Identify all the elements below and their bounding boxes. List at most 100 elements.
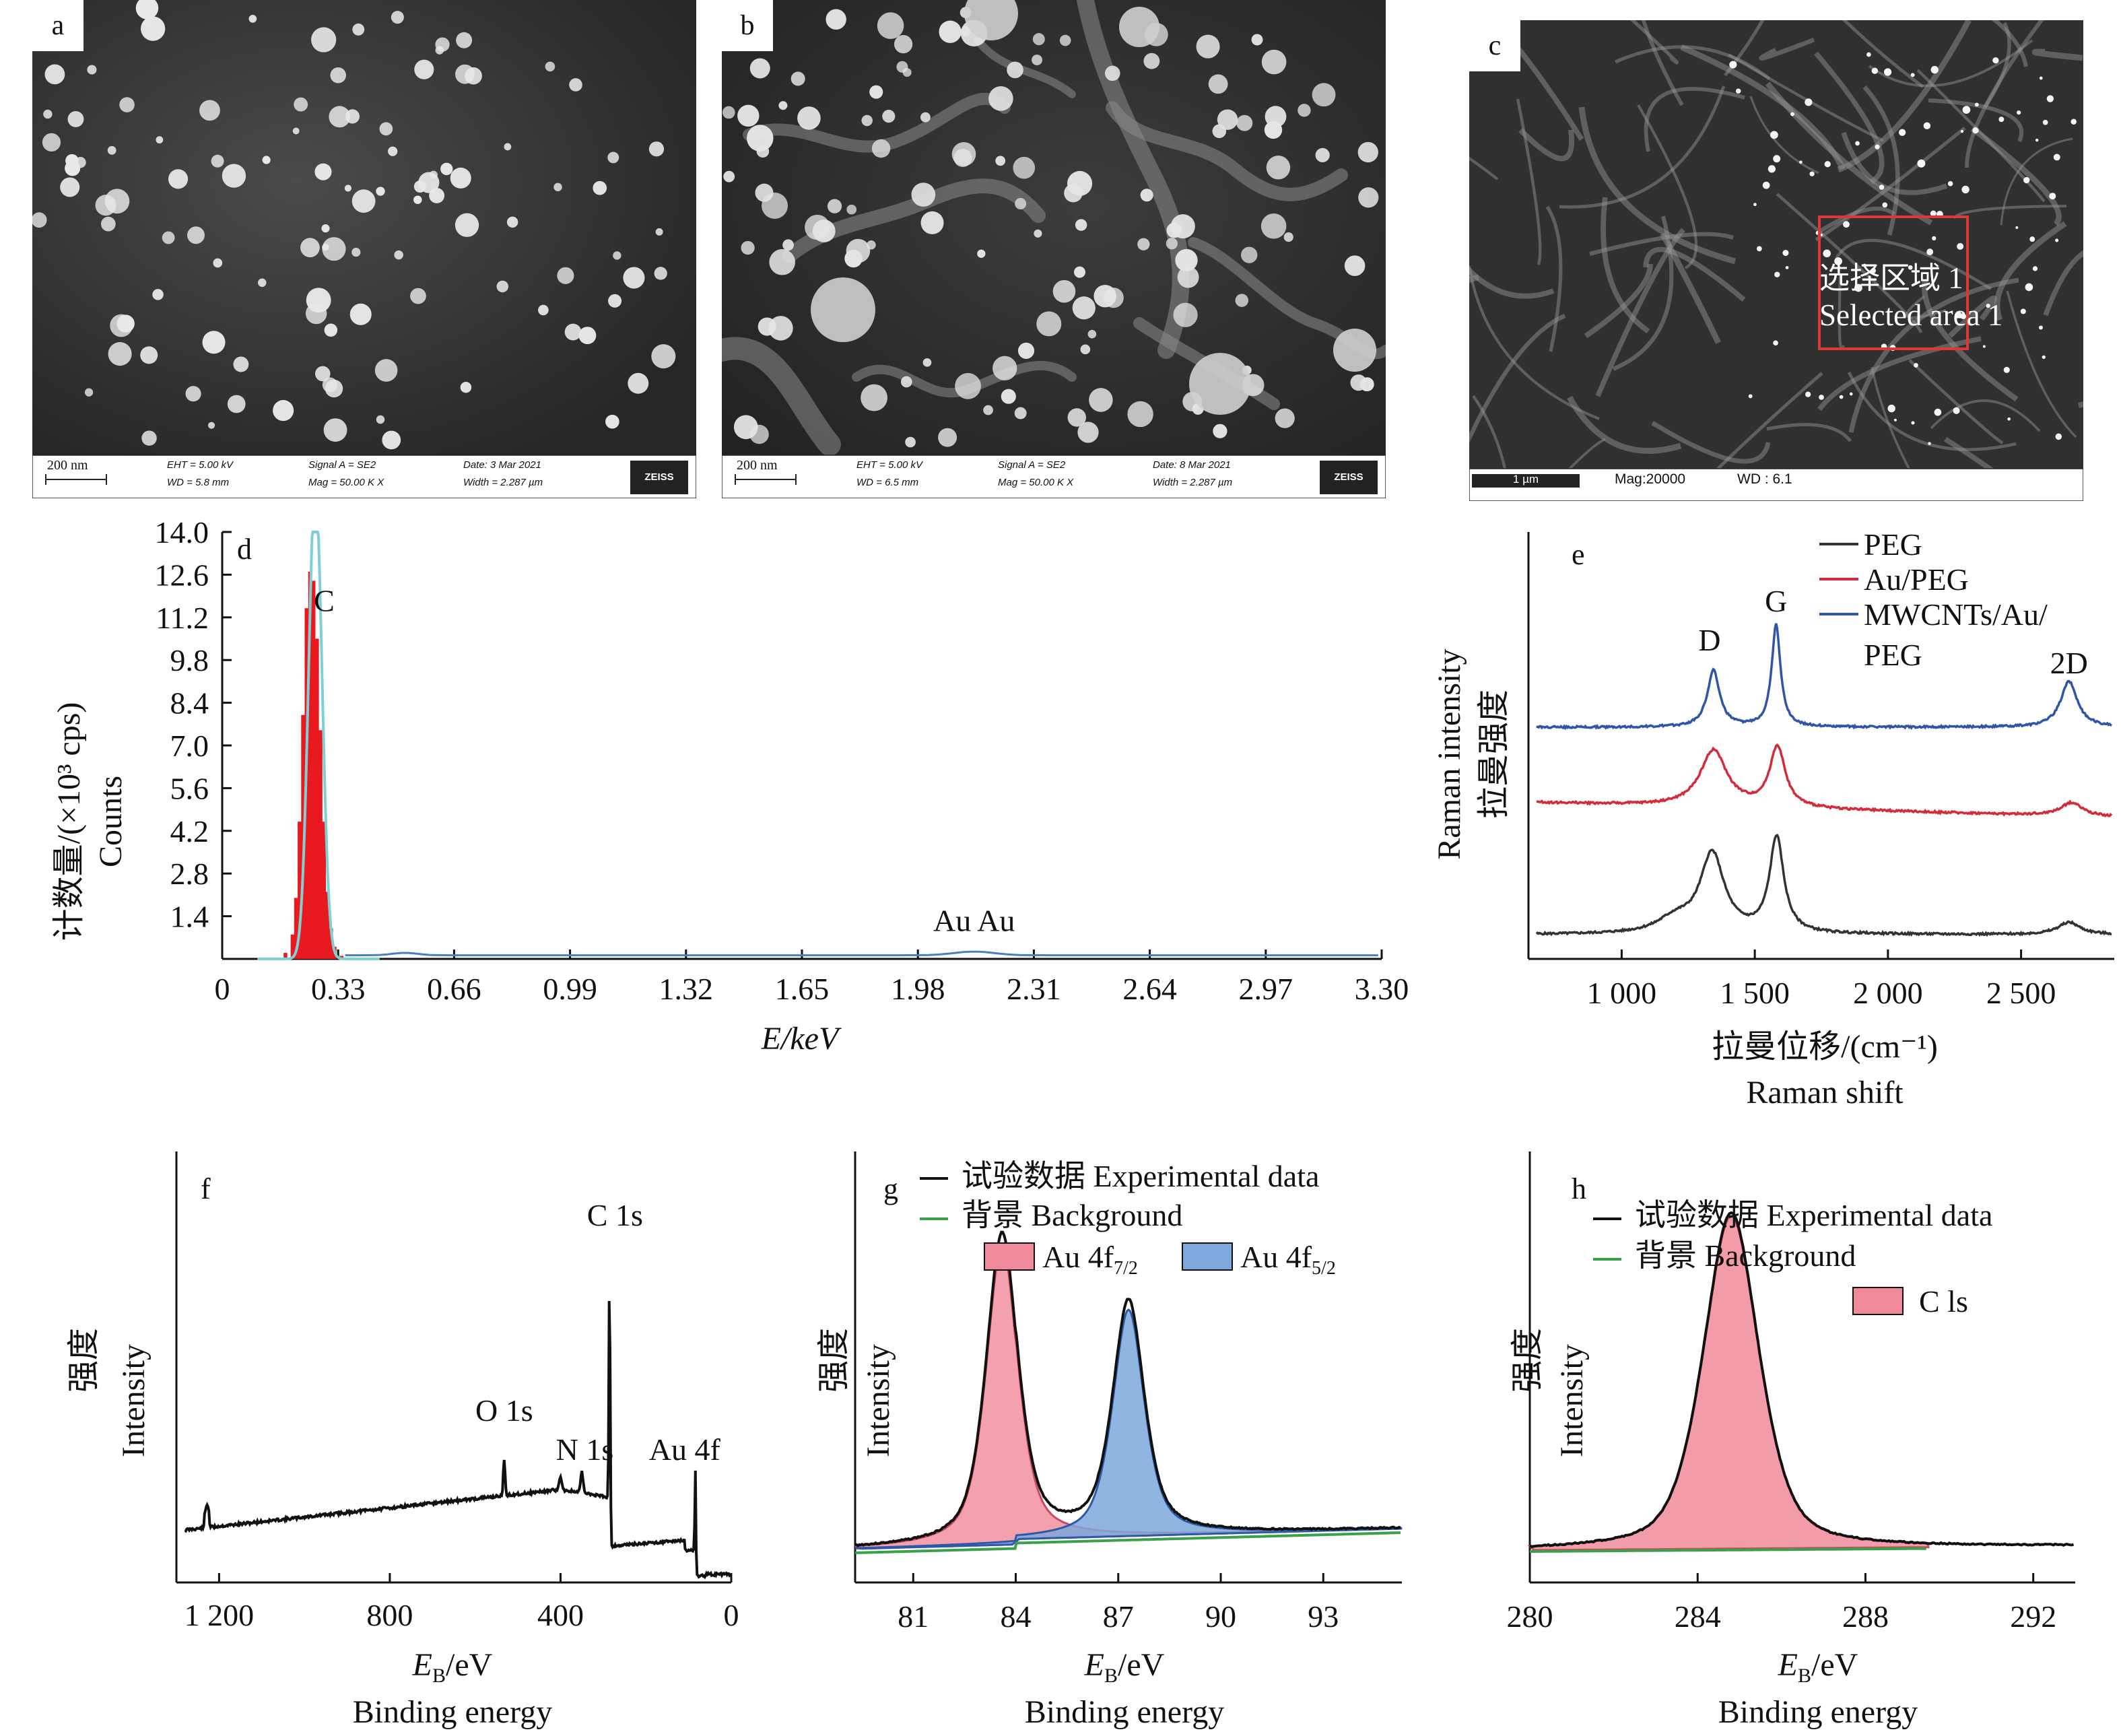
nanoparticle — [1819, 395, 1824, 400]
x-tick-label: 2.64 — [1122, 972, 1177, 1006]
nanotube — [1817, 336, 1982, 411]
sem-image-c — [1367, 0, 2121, 578]
eds-bar — [325, 892, 330, 959]
nanoparticle — [1236, 114, 1253, 131]
nanoparticle — [869, 85, 883, 99]
nanotube — [1584, 263, 1653, 339]
nanoparticle — [1955, 311, 1962, 319]
nanoparticle — [1908, 265, 1913, 270]
nanoparticle — [143, 19, 153, 28]
nanoparticle — [1140, 189, 1153, 202]
nanoparticle — [1770, 131, 1778, 139]
nanoparticle — [1077, 422, 1099, 443]
x-tick-label: 1.65 — [775, 972, 830, 1006]
mag-b: Mag = 50.00 K X — [998, 477, 1074, 488]
nanoparticle — [1974, 102, 1979, 107]
sem-panel-c: c 1 µm Mag:20000 WD : 6.1 选择区域 1 Selecte… — [1367, 0, 2121, 578]
nanoparticle — [1283, 232, 1293, 242]
nanoparticle — [305, 302, 327, 325]
legend-fit1-text: Au 4f — [1042, 1240, 1114, 1274]
nanoparticle — [321, 224, 330, 233]
y-tick-label: 14.0 — [155, 515, 209, 549]
nanoparticle — [1166, 238, 1178, 250]
nanoparticle — [782, 239, 795, 251]
nanoparticle — [569, 78, 582, 92]
nanoparticle — [456, 32, 473, 48]
nanoparticle — [655, 228, 663, 236]
nanoparticle — [920, 211, 944, 234]
nanoparticle — [911, 182, 936, 207]
nanoparticle — [162, 231, 175, 244]
nanotube — [1759, 37, 1815, 61]
x-tick-label: 1 500 — [1720, 976, 1790, 1010]
nanoparticle — [769, 248, 796, 275]
nanotube — [1970, 126, 2062, 226]
nanoparticle — [1855, 141, 1860, 146]
nanoparticle — [1914, 362, 1918, 368]
nanotube — [1776, 193, 1923, 333]
legend-swatch-fit1 — [984, 1242, 1035, 1271]
legend-background: 背景 Background — [1635, 1238, 1856, 1273]
nanotube — [1545, 205, 1563, 352]
nanoparticle — [1972, 127, 1979, 134]
nanoparticle — [1790, 112, 1794, 116]
y-tick-label: 8.4 — [170, 686, 209, 721]
nanoparticle — [877, 12, 904, 39]
nanoparticle — [1839, 395, 1844, 399]
nanoparticle — [374, 359, 398, 382]
nanotube — [1868, 39, 2033, 88]
nanoparticle — [455, 64, 475, 84]
nanoparticle — [2035, 138, 2039, 142]
raman-line-2 — [1535, 623, 2112, 731]
nanoparticle — [1260, 213, 1287, 239]
peak-label: O 1s — [475, 1393, 533, 1428]
x-axis-label: EB/eV — [1084, 1647, 1165, 1687]
nanoparticle — [1911, 421, 1915, 425]
nanoparticle — [1824, 161, 1831, 168]
nanoparticle — [413, 195, 422, 204]
x-tick-label: 280 — [1507, 1599, 1553, 1634]
nanoparticle — [2039, 325, 2043, 330]
nanoparticle — [983, 405, 993, 415]
nanoparticle — [2003, 366, 2010, 373]
nanoparticle — [135, 0, 159, 20]
nanoparticle — [538, 304, 549, 316]
nanoparticle — [1992, 57, 1999, 64]
nanoparticle — [1866, 52, 1871, 57]
nanoparticle — [1934, 408, 1942, 416]
nanoparticle — [1982, 345, 1986, 348]
legend-fit2: Au 4f5/2 — [1240, 1240, 1336, 1279]
x-tick-label: 84 — [1001, 1599, 1032, 1634]
nanotube — [1614, 45, 1771, 80]
nanoparticle — [778, 101, 788, 110]
nanoparticle — [1217, 109, 1238, 130]
nanoparticle — [314, 163, 332, 180]
y-tick-label: 9.8 — [170, 643, 209, 677]
nanoparticle — [1357, 141, 1378, 163]
nanoparticle — [1036, 311, 1062, 337]
nanoparticle-cluster — [1333, 329, 1376, 372]
nanoparticle — [199, 100, 220, 121]
nanoparticle — [564, 323, 582, 341]
peak-label: G — [1765, 584, 1787, 618]
experimental-line — [854, 1230, 1401, 1547]
y-axis-label-en: Intensity — [861, 1344, 896, 1457]
nanoparticle — [1930, 65, 1939, 74]
nanoparticle — [1843, 221, 1850, 228]
nanoparticle — [1017, 342, 1035, 359]
nanotube — [1467, 265, 1600, 420]
x-tick-label: 2 000 — [1853, 976, 1923, 1010]
nanotube — [1814, 51, 1885, 185]
y-axis-label-cn: 拉曼强度 — [1476, 690, 1512, 819]
selected-area-label-en: Selected area 1 — [1819, 298, 2003, 332]
nanoparticle — [867, 240, 876, 250]
legend-label: MWCNTs/Au/ — [1864, 597, 2048, 632]
x-axis-label-en: Binding energy — [1718, 1694, 1918, 1730]
nanoparticle — [1087, 329, 1097, 339]
nanoparticle — [1196, 34, 1220, 59]
nanoparticle — [1805, 391, 1811, 397]
selected-area-box — [1818, 215, 1969, 350]
chart-g: 81 84 87 90 93 试验数据 Experimental data 背景 Bac… — [816, 1151, 1403, 1730]
nanoparticle — [1143, 53, 1160, 69]
nanoparticle — [1127, 401, 1153, 428]
